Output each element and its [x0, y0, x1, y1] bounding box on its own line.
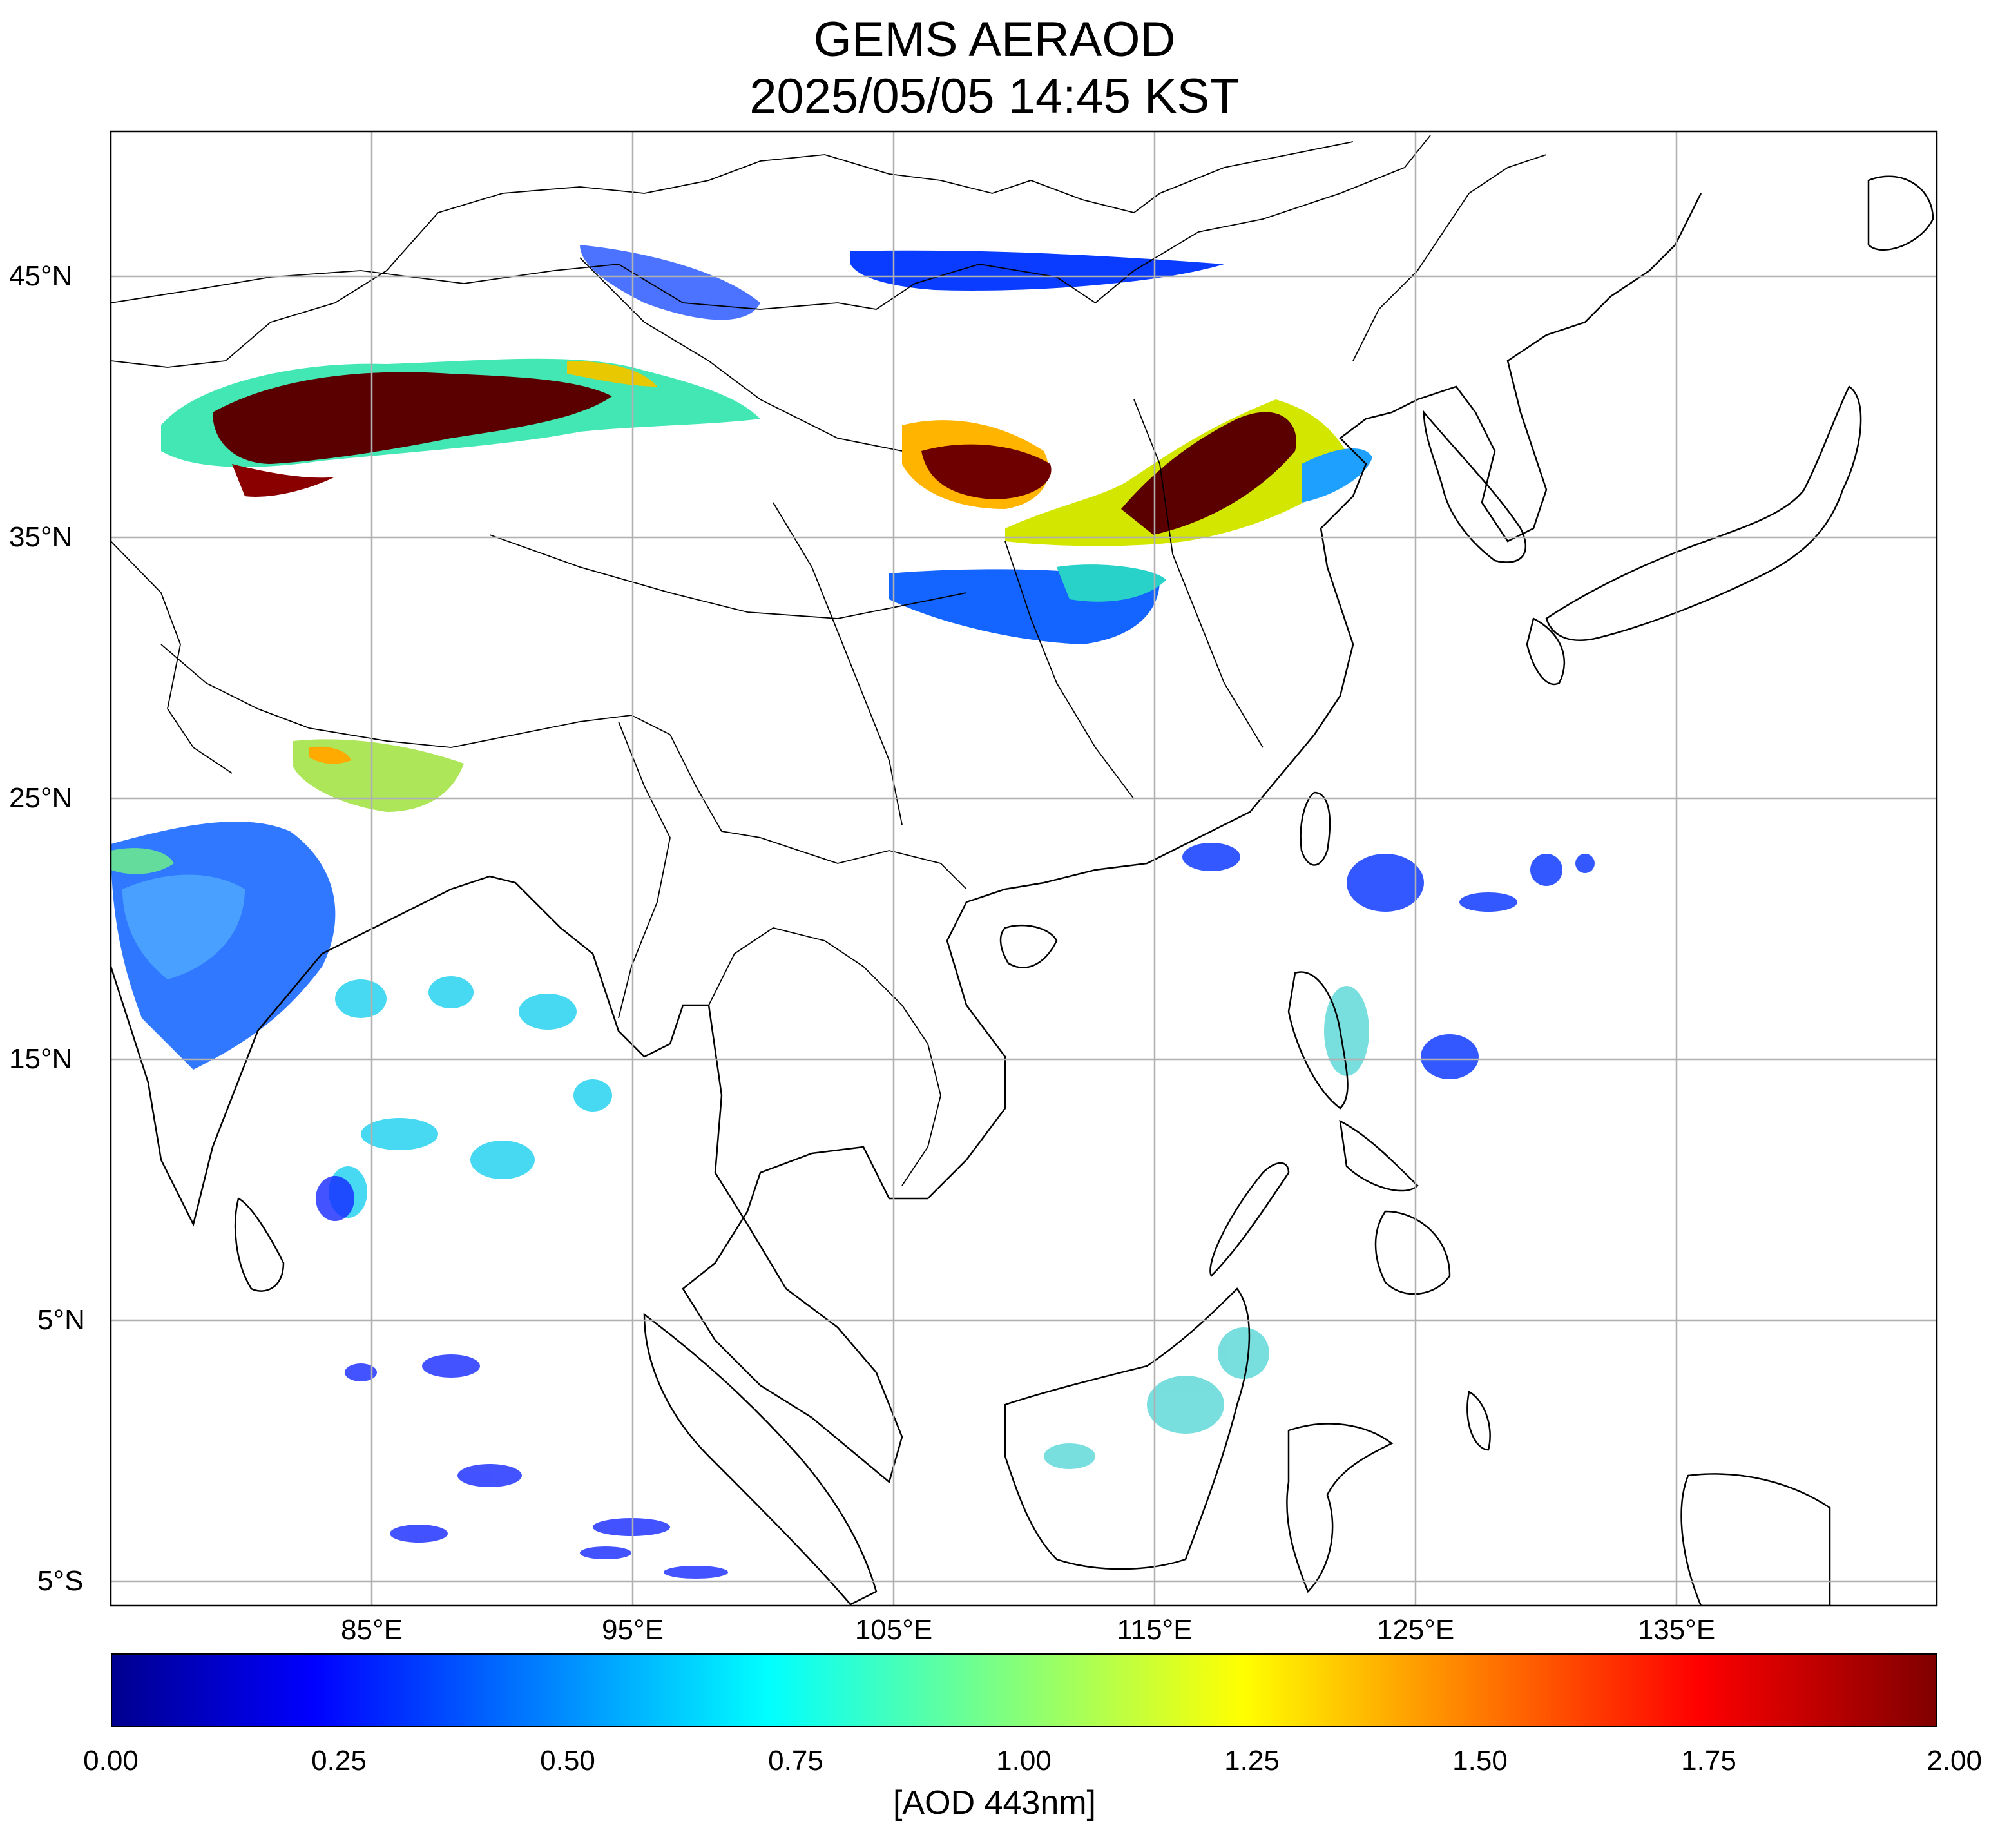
coast-sri-lanka	[234, 1197, 285, 1292]
border-indochina	[708, 927, 941, 1186]
border-india	[111, 541, 233, 774]
border-central-asia	[111, 154, 1160, 368]
coast-sulawesi	[1286, 1423, 1394, 1593]
coast-taiwan	[1300, 791, 1331, 866]
border-china-provinces-5	[1133, 399, 1264, 748]
lat-label-25N: 25°N	[9, 782, 73, 814]
lat-label-15N: 15°N	[9, 1043, 73, 1075]
aod-plume-taklamakan-yellow	[567, 361, 657, 387]
coast-luzon	[1287, 971, 1349, 1110]
border-china-provinces-1	[579, 257, 903, 452]
border-myanmar	[618, 721, 671, 1019]
border-manchuria	[1352, 154, 1547, 361]
graticule	[111, 131, 1937, 1606]
map-frame	[110, 130, 1938, 1607]
coast-sumatra	[643, 1313, 878, 1606]
lon-label-135E: 135°E	[1637, 1614, 1716, 1646]
aod-plume-shandong	[1302, 448, 1372, 503]
border-china-north	[111, 135, 1431, 310]
aod-maritime	[1044, 986, 1369, 1469]
aod-plume-loess-inner	[921, 444, 1052, 499]
country-borders	[111, 135, 1547, 1186]
coastlines	[111, 175, 1934, 1606]
border-china-se-asia	[669, 734, 967, 890]
lat-label-45N: 45°N	[9, 260, 73, 292]
map-background	[111, 131, 1937, 1606]
coast-hainan	[999, 924, 1058, 968]
lat-label-5N: 5°N	[37, 1304, 85, 1336]
lat-label-5S: 5°S	[37, 1565, 84, 1597]
colorbar-tick-1: 0.25	[311, 1745, 367, 1776]
lat-label-35N: 35°N	[9, 521, 73, 553]
border-russia-mongolia	[1159, 141, 1354, 194]
coast-japan-kyushu	[1526, 617, 1566, 686]
colorbar-label: [AOD 443nm]	[892, 1784, 1097, 1822]
aod-yangtze-cyan	[1057, 564, 1166, 602]
lon-label-115E: 115°E	[1117, 1614, 1193, 1646]
colorbar-tick-7: 1.75	[1681, 1745, 1736, 1776]
aod-india-light	[122, 874, 245, 979]
colorbar-tick-2: 0.50	[540, 1745, 595, 1776]
border-china-provinces-3	[773, 502, 903, 825]
colorbar-tick-8: 2.00	[1927, 1745, 1982, 1776]
aod-field	[111, 245, 1595, 1579]
aod-mongolia-band	[850, 250, 1224, 291]
aod-indian-ocean	[316, 1176, 728, 1579]
colorbar-tick-5: 1.25	[1224, 1745, 1280, 1776]
aod-plume-taklamakan-inner	[213, 372, 612, 464]
border-china-provinces-2	[489, 534, 967, 619]
colorbar-tick-0: 0.00	[83, 1745, 139, 1776]
lon-label-105E: 105°E	[854, 1614, 933, 1646]
colorbar-tick-4: 1.00	[996, 1745, 1052, 1776]
aod-gangetic-core	[309, 746, 351, 764]
coast-mainland	[111, 193, 1702, 1484]
coast-new-guinea	[1680, 1473, 1831, 1606]
chart-subtitle-datetime: 2025/05/05 14:45 KST	[749, 69, 1240, 124]
coast-japan-honshu	[1545, 385, 1862, 641]
colorbar-tick-3: 0.75	[768, 1745, 823, 1776]
coast-maluku	[1466, 1391, 1491, 1451]
aod-mongolia-patch	[580, 245, 760, 320]
chart-title: GEMS AERAOD	[813, 12, 1176, 67]
aod-plume-taklamakan-red	[232, 464, 335, 497]
coast-palawan	[1209, 1162, 1290, 1278]
colorbar-gradient	[112, 1655, 1936, 1726]
aod-india-green	[111, 848, 174, 874]
aod-pacific	[1182, 843, 1595, 1079]
border-china-himalaya	[160, 644, 671, 748]
colorbar-tick-6: 1.50	[1452, 1745, 1508, 1776]
aod-plume-ncp-inner	[1121, 412, 1296, 535]
lon-label-125E: 125°E	[1376, 1614, 1455, 1646]
coast-japan-hokkaido	[1867, 175, 1934, 251]
lon-label-85E: 85°E	[341, 1614, 403, 1646]
coast-mindanao	[1374, 1210, 1451, 1295]
coast-borneo	[1004, 1287, 1251, 1570]
lon-label-95E: 95°E	[602, 1614, 664, 1646]
colorbar	[111, 1653, 1937, 1727]
border-china-provinces-4	[1004, 541, 1135, 800]
coast-visayas	[1339, 1119, 1419, 1192]
coast-korea	[1423, 410, 1527, 563]
